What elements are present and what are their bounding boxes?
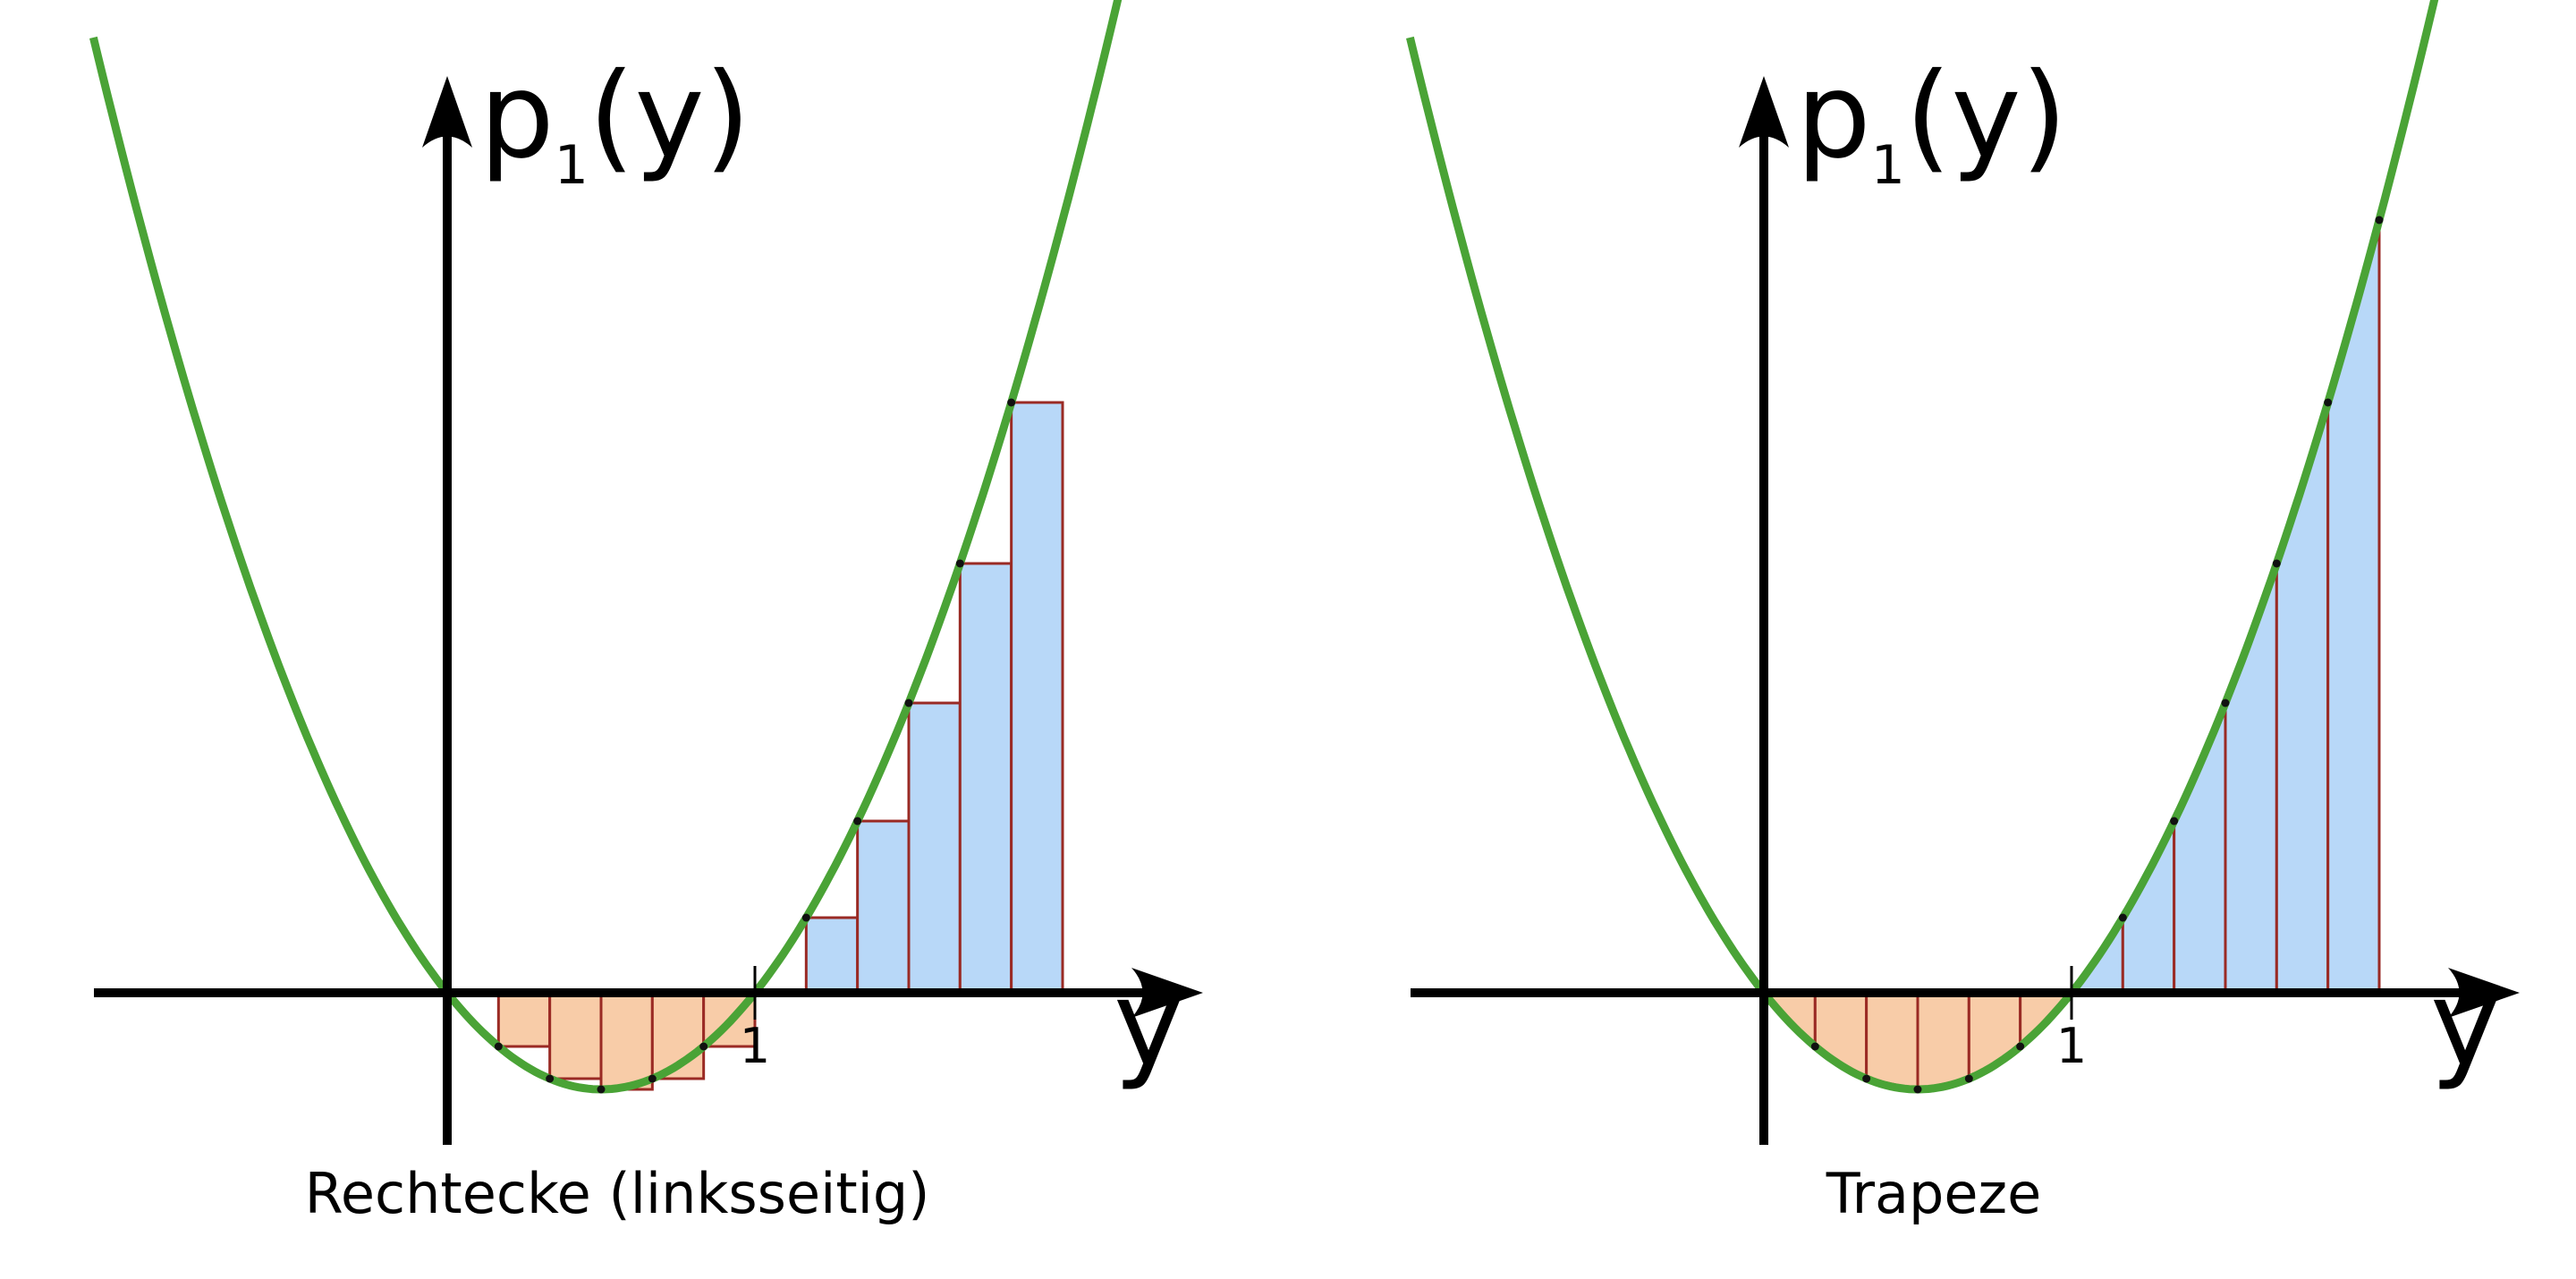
trapezoid-strip	[2328, 220, 2379, 993]
sample-point	[1811, 1043, 1819, 1051]
sample-point	[853, 817, 861, 826]
sample-point	[1007, 399, 1015, 407]
sample-point	[2324, 399, 2332, 407]
trapezoid-strip	[2174, 703, 2225, 993]
x-axis-label: y	[2430, 955, 2500, 1093]
sample-point	[2222, 699, 2230, 707]
sample-point	[2170, 817, 2178, 826]
trapezoid-strips	[1764, 220, 2379, 1089]
panel-left-rectangles: p1(y) y 1 Rechtecke (linksseitig)	[93, 0, 1203, 1226]
rectangle-bar	[858, 821, 909, 993]
panel-trapezoids: p1(y) y 1 Trapeze	[1410, 0, 2520, 1226]
tick-label-one: 1	[2056, 1018, 2087, 1074]
tick-label-one: 1	[740, 1018, 770, 1074]
y-axis-label: p1(y)	[479, 47, 750, 197]
rectangle-bar	[550, 993, 601, 1079]
rectangle-bar	[960, 563, 1011, 993]
sample-point	[2119, 914, 2127, 922]
sample-point	[2016, 1043, 2024, 1051]
sample-point	[648, 1075, 657, 1083]
rectangle-bar	[601, 993, 652, 1089]
sample-point	[1965, 1075, 1973, 1083]
rectangle-bar	[806, 918, 857, 993]
sample-point	[597, 1086, 606, 1094]
sample-point	[495, 1043, 503, 1051]
rectangle-bar	[1012, 402, 1063, 993]
sample-point	[546, 1075, 554, 1083]
sample-point	[802, 914, 810, 922]
sample-point	[2376, 216, 2384, 224]
sample-point	[1914, 1086, 1922, 1094]
rectangle-bar	[909, 703, 960, 993]
x-axis-label: y	[1114, 955, 1183, 1093]
panel-caption: Rechtecke (linksseitig)	[305, 1161, 930, 1226]
sample-point	[956, 560, 964, 568]
y-axis-label: p1(y)	[1796, 47, 2067, 197]
sample-point	[905, 699, 913, 707]
trapezoid-strip	[1867, 993, 1918, 1089]
panel-caption: Trapeze	[1826, 1161, 2041, 1226]
sample-point	[2273, 560, 2281, 568]
rectangle-bar	[498, 993, 549, 1046]
sample-point	[699, 1043, 708, 1051]
trapezoid-strip	[1918, 993, 1969, 1089]
sample-point	[1862, 1075, 1870, 1083]
